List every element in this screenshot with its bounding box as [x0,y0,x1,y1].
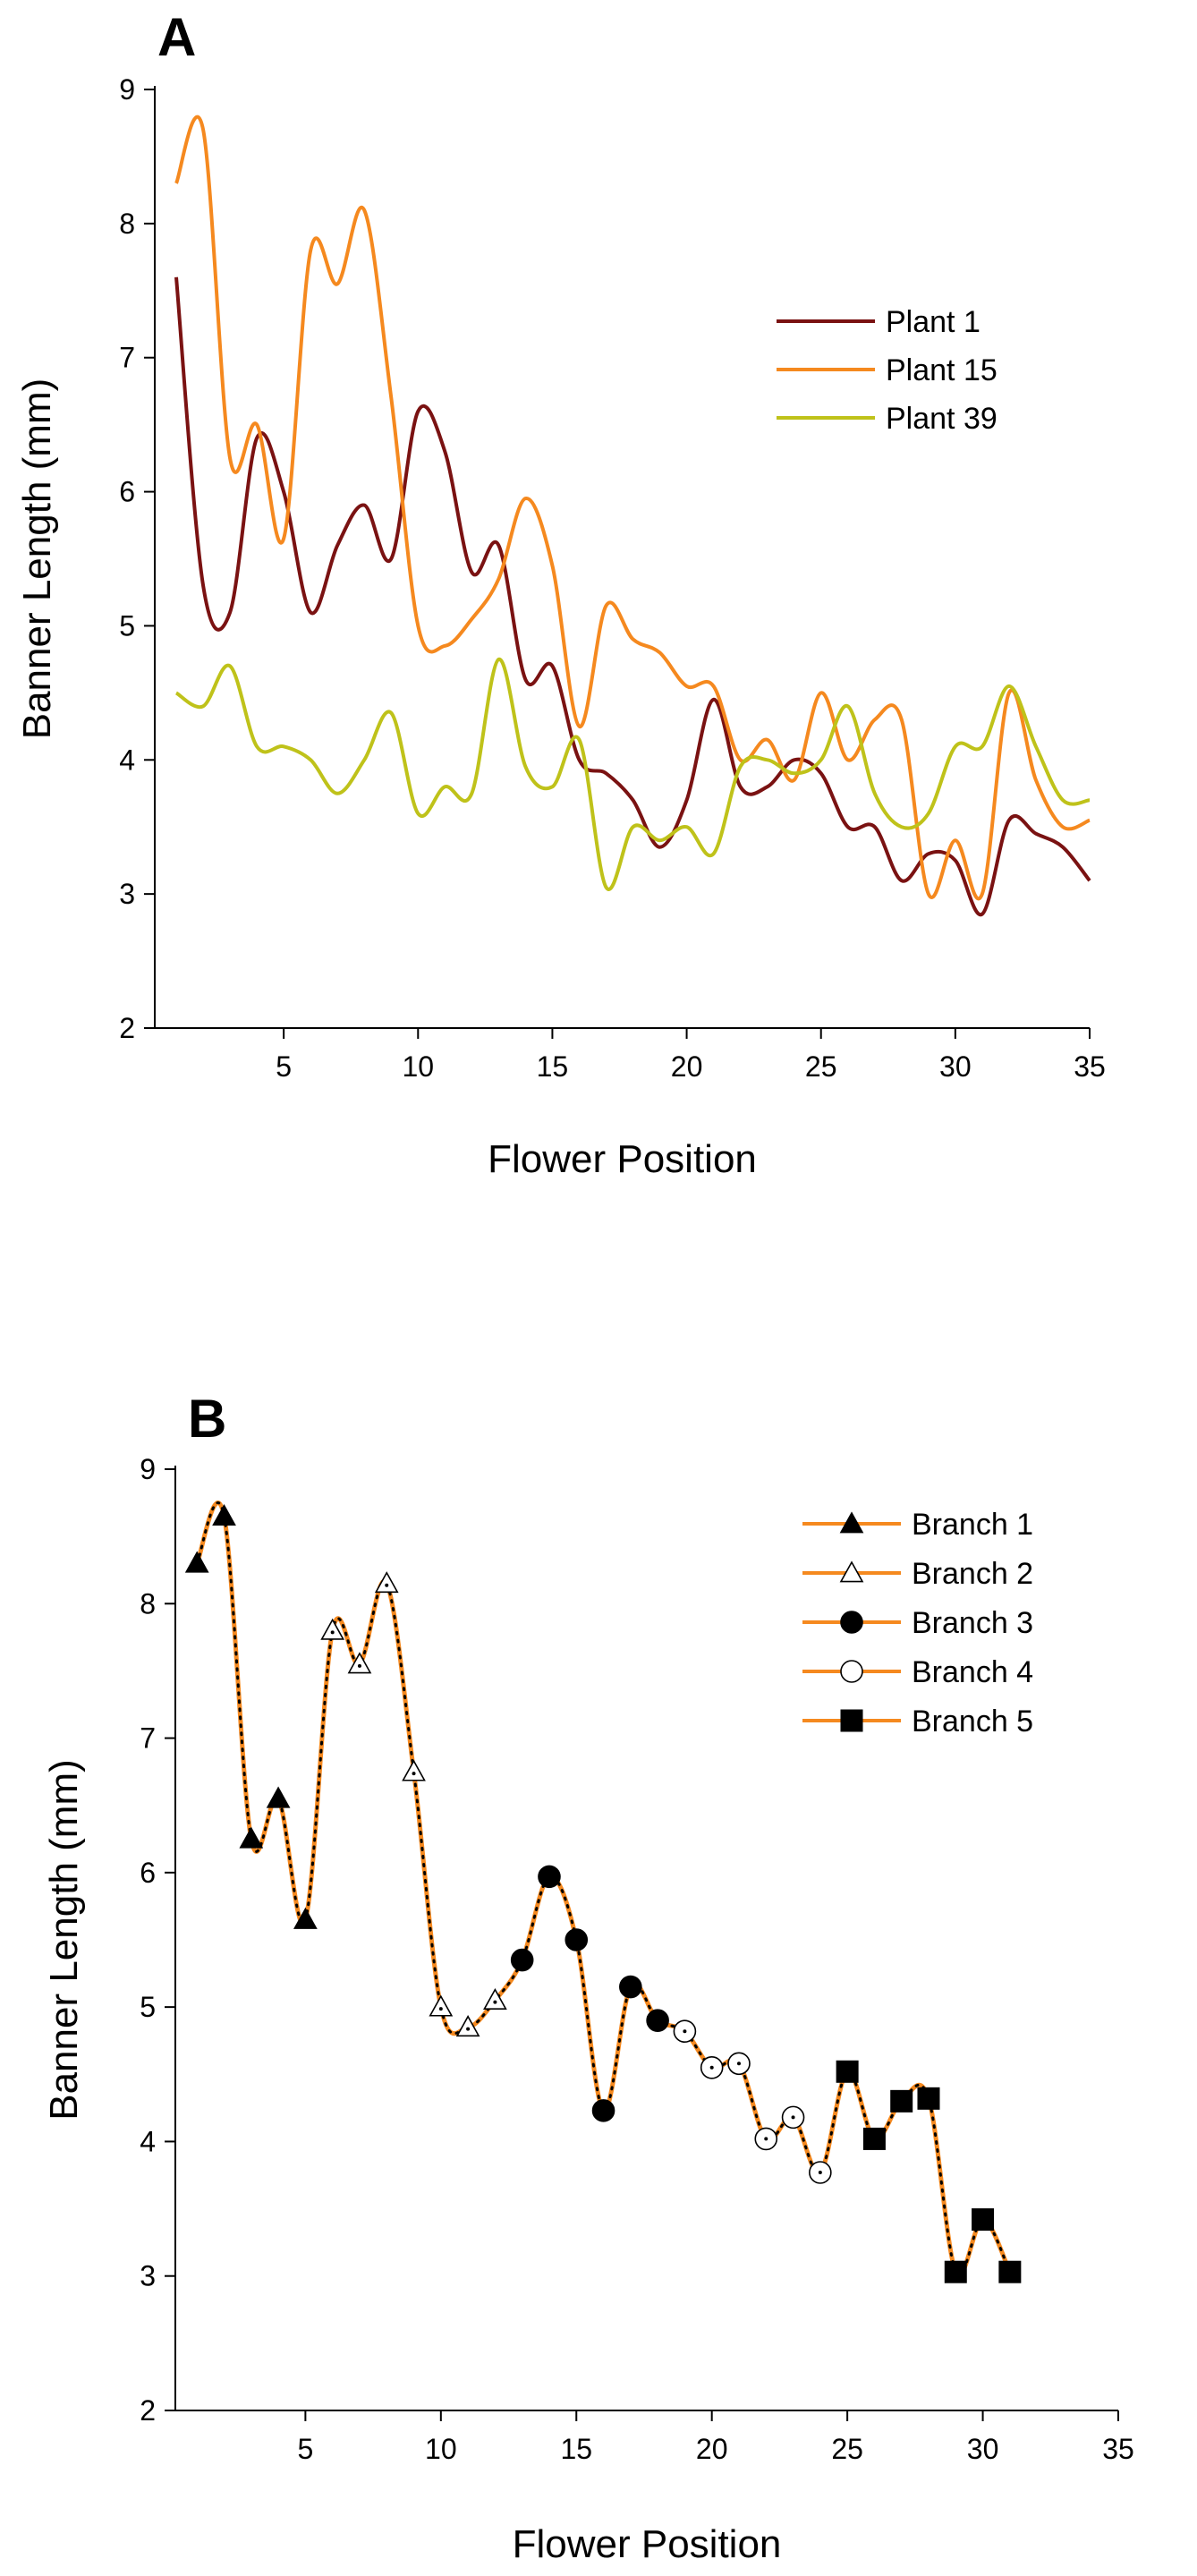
legend-label: Branch 1 [912,1508,1033,1542]
series-line-plant-1 [174,276,1091,917]
y-tick-label: 9 [119,73,135,106]
legend-marker [840,1709,863,1732]
marker-center-dot [709,2065,714,2070]
branch-dotted-line [195,1501,1012,2277]
data-point-branch-2 [402,1759,426,1781]
legend-marker [839,1511,864,1534]
data-point-branch-5 [862,2127,886,2150]
data-point-branch-5 [836,2060,859,2083]
legend-label: Plant 39 [886,402,998,436]
marker-center-dot [412,1772,416,1776]
data-point-branch-2 [483,1987,507,2011]
marker-center-dot [764,2137,768,2141]
data-point-branch-3 [591,2099,615,2122]
data-point-branch-2 [429,1994,454,2017]
data-point-branch-5 [917,2087,940,2110]
data-point-branch-1 [184,1551,209,1573]
panel-label: B [188,1389,226,1449]
legend-label: Branch 3 [912,1606,1033,1640]
y-tick-label: 8 [119,208,135,240]
data-point-branch-2 [320,1618,345,1640]
series-line-plant-39 [174,657,1091,891]
y-tick-label: 2 [140,2394,156,2427]
data-point-branch-5 [998,2260,1022,2283]
legend-label: Branch 5 [912,1705,1033,1739]
y-tick-label: 9 [140,1453,156,1485]
y-axis-title: Banner Length (mm) [15,378,59,740]
x-tick-label: 10 [402,1050,434,1083]
x-tick-label: 15 [560,2433,592,2465]
marker-center-dot [466,2027,471,2031]
data-point-branch-5 [972,2208,995,2232]
legend-label: Branch 4 [912,1655,1033,1689]
marker-center-dot [818,2170,822,2174]
legend-marker [840,1660,863,1683]
x-tick-label: 30 [939,1050,972,1083]
data-point-branch-1 [239,1826,264,1849]
y-tick-label: 8 [140,1587,156,1620]
y-tick-label: 7 [119,342,135,374]
x-tick-label: 35 [1074,1050,1106,1083]
x-tick-label: 30 [967,2433,999,2465]
data-point-branch-5 [944,2260,967,2283]
x-tick-label: 20 [696,2433,728,2465]
data-point-branch-3 [646,2009,669,2032]
x-tick-label: 15 [537,1050,569,1083]
marker-center-dot [438,2007,443,2011]
y-tick-label: 2 [119,1012,135,1044]
data-point-branch-3 [538,1865,561,1889]
data-point-branch-3 [510,1948,534,1972]
y-tick-label: 5 [140,1991,156,2023]
marker-center-dot [385,1583,389,1587]
x-tick-label: 25 [805,1050,837,1083]
legend-label: Plant 1 [886,305,981,339]
marker-center-dot [493,2000,497,2004]
legend-label: Plant 15 [886,353,998,387]
marker-center-dot [683,2029,687,2034]
marker-center-dot [357,1663,361,1668]
y-tick-label: 4 [119,744,135,776]
series-line-plant-15 [174,115,1091,901]
y-tick-label: 3 [140,2260,156,2292]
legend-label: Branch 2 [912,1557,1033,1591]
data-point-branch-3 [565,1928,589,1951]
marker-center-dot [791,2115,795,2120]
branch-connector-line [194,1501,1013,2278]
data-point-branch-1 [266,1786,291,1808]
data-point-branch-2 [455,2015,480,2037]
legend-marker [839,1560,864,1583]
marker-center-dot [736,2062,741,2066]
x-tick-label: 25 [831,2433,863,2465]
data-point-branch-2 [347,1652,372,1674]
y-tick-label: 6 [119,476,135,508]
x-tick-label: 35 [1102,2433,1134,2465]
data-point-branch-2 [374,1571,399,1594]
x-tick-label: 20 [671,1050,703,1083]
y-tick-label: 4 [140,2125,156,2157]
y-tick-label: 7 [140,1722,156,1755]
marker-center-dot [330,1630,335,1635]
x-tick-label: 5 [297,2433,313,2465]
data-point-branch-1 [293,1907,318,1929]
x-axis-title: Flower Position [488,1137,757,1181]
panel-a: A 2 3 4 5 6 7 8 9 5 10 15 20 25 30 35 Flower Position Ban… [15,7,1106,1181]
y-tick-label: 5 [119,609,135,642]
y-axis-title: Banner Length (mm) [42,1759,86,2121]
legend-marker [840,1611,863,1634]
data-point-branch-5 [890,2089,913,2113]
x-tick-label: 5 [276,1050,292,1083]
data-point-branch-3 [619,1975,642,1999]
panel-b: B 2 3 4 5 6 7 8 9 5 10 15 20 25 30 35 Flower Position Ban… [42,1389,1134,2566]
panel-label: A [157,7,196,67]
data-point-branch-1 [212,1503,236,1526]
x-tick-label: 10 [425,2433,457,2465]
y-tick-label: 6 [140,1857,156,1889]
x-axis-title: Flower Position [513,2522,782,2566]
y-tick-label: 3 [119,878,135,910]
